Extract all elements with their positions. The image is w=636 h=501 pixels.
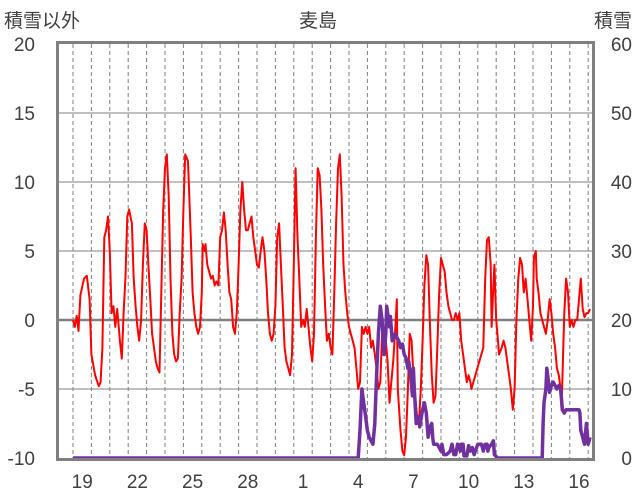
y-left-tick-label: -10 [8,449,35,470]
series-line-snow [73,304,592,460]
x-tick-label: 28 [237,472,258,493]
y-left-tick-label: 5 [24,242,35,263]
x-axis-ticks: 19 22 25 28 1 4 7 10 13 16 [72,472,590,493]
y-right-tick-label: 0 [621,449,632,470]
y-right-tick-label: 20 [611,311,632,332]
x-tick-label: 19 [72,472,93,493]
y-left-tick-label: 15 [14,104,35,125]
x-tick-label: 7 [408,472,419,493]
x-tick-label: 1 [298,472,309,493]
y-right-tick-label: 30 [611,242,632,263]
x-tick-label: 10 [458,472,479,493]
y-axis-right-title: 積雪 [594,10,632,32]
y-right-tick-label: 40 [611,173,632,194]
y-axis-left-title: 積雪以外 [4,10,80,32]
horizontal-gridlines [59,112,592,390]
x-tick-label: 25 [182,472,203,493]
y-right-tick-label: 60 [611,35,632,56]
x-tick-label: 13 [513,472,534,493]
x-tick-label: 22 [127,472,148,493]
y-right-tick-label: 50 [611,104,632,125]
y-left-tick-label: 0 [24,311,35,332]
series-line-temperature [72,153,591,457]
y-left-tick-label: 20 [14,35,35,56]
y-right-tick-label: 10 [611,380,632,401]
x-tick-label: 4 [353,472,364,493]
y-axis-right-ticks: 60 50 40 30 20 10 0 [611,35,632,470]
y-axis-left-ticks: 20 15 10 5 0 -5 -10 [8,35,35,470]
chart-title: 麦島 [299,10,337,32]
plot-frame [56,41,595,461]
x-tick-label: 16 [568,472,589,493]
series-layer [72,153,592,460]
y-left-tick-label: -5 [18,380,35,401]
y-left-tick-label: 10 [14,173,35,194]
